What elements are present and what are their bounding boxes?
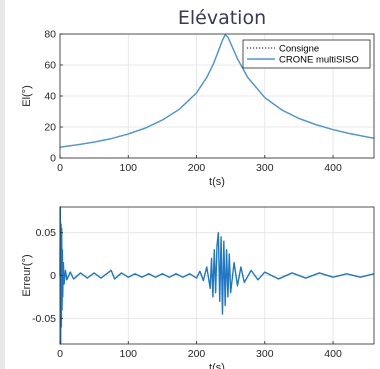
top-y-tick-label-1: 20 bbox=[44, 122, 56, 134]
top-y-tick-label-2: 40 bbox=[44, 91, 56, 103]
top-x-axis-label: t(s) bbox=[209, 176, 225, 188]
top-x-tick-label-4: 400 bbox=[324, 162, 342, 174]
top-legend-box bbox=[242, 39, 371, 69]
bottom-x-tick-label-3: 300 bbox=[256, 348, 274, 360]
bottom-chart: 0 100 200 300 400 -0.05 0 0.05 t(s) Erreur(°) bbox=[21, 206, 375, 369]
bottom-y-tick-label-0: -0.05 bbox=[32, 313, 56, 325]
top-y-tick-label-3: 60 bbox=[44, 60, 56, 72]
top-y-axis-label: El(°) bbox=[21, 85, 33, 107]
bottom-x-tick-label-1: 100 bbox=[119, 348, 137, 360]
bottom-y-tick-label-1: 0 bbox=[50, 270, 56, 282]
top-series-1-line bbox=[59, 34, 375, 148]
top-x-tick-label-0: 0 bbox=[57, 162, 63, 174]
left-edge-strip bbox=[0, 0, 5, 369]
top-legend-entry-0: Consigne bbox=[279, 44, 319, 55]
top-x-tick-label-1: 100 bbox=[119, 162, 137, 174]
bottom-x-tick-label-4: 400 bbox=[324, 348, 342, 360]
bottom-x-axis-label: t(s) bbox=[209, 362, 225, 369]
bottom-x-tick-label-0: 0 bbox=[57, 348, 63, 360]
top-legend-entry-1: CRONE multiSISO bbox=[279, 55, 359, 66]
top-chart-title: Elévation bbox=[178, 7, 266, 29]
bottom-series-0-line bbox=[59, 206, 375, 345]
bottom-y-tick-label-2: 0.05 bbox=[36, 227, 57, 239]
top-x-tick-label-3: 300 bbox=[256, 162, 274, 174]
top-x-tick-label-2: 200 bbox=[188, 162, 206, 174]
bottom-y-axis-label: Erreur(°) bbox=[21, 254, 33, 296]
top-chart: 0 100 200 300 400 0 20 40 60 80 t(s) El(°) ConsigneC… bbox=[21, 29, 375, 188]
top-y-tick-label-0: 0 bbox=[50, 153, 56, 165]
top-y-tick-label-4: 80 bbox=[44, 29, 56, 41]
bottom-x-tick-label-2: 200 bbox=[188, 348, 206, 360]
